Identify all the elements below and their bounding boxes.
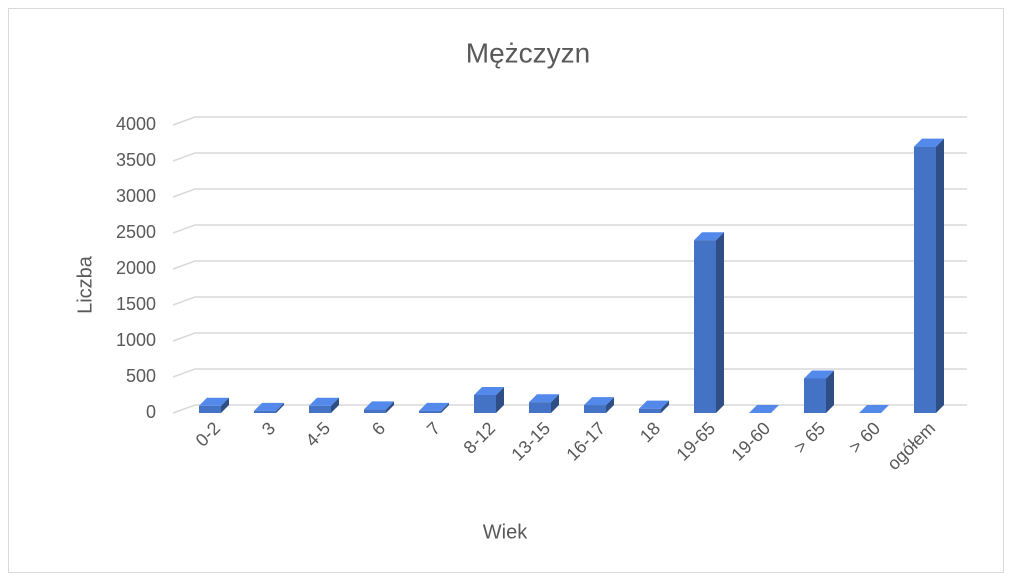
chart-border <box>8 8 1004 573</box>
bar-side <box>386 401 394 413</box>
bar-side <box>276 402 284 413</box>
bar-side <box>496 387 504 413</box>
chart-title: Mężczyzn <box>466 37 590 68</box>
bar-top <box>529 394 559 403</box>
bar-side <box>826 370 834 413</box>
bar-top <box>419 402 449 411</box>
bar-side <box>221 397 229 413</box>
y-tick-label: 2500 <box>116 222 156 242</box>
bar-top <box>914 138 944 147</box>
bar-top <box>474 387 504 395</box>
y-tick-label: 4000 <box>116 114 156 134</box>
grid-line <box>172 116 967 126</box>
bar <box>199 405 221 413</box>
bar <box>474 395 496 413</box>
grid-line <box>172 152 967 162</box>
y-tick-label: 3000 <box>116 186 156 206</box>
bar <box>639 408 661 413</box>
bar-top <box>749 405 779 413</box>
y-tick-label: 3500 <box>116 150 156 170</box>
bar <box>419 410 441 413</box>
bar-top <box>364 401 394 410</box>
y-tick-label: 500 <box>126 366 156 386</box>
x-axis-label: Wiek <box>483 521 528 543</box>
y-tick-label: 0 <box>146 402 156 422</box>
bar <box>584 405 606 413</box>
y-axis-label: Liczba <box>74 255 96 314</box>
bar-top <box>859 405 889 413</box>
bar-side <box>331 397 339 413</box>
bar <box>529 402 551 413</box>
bar-top <box>639 400 669 409</box>
bar-top <box>199 397 229 406</box>
bar <box>254 410 276 413</box>
y-tick-label: 2000 <box>116 258 156 278</box>
bar-top <box>584 397 614 406</box>
bar <box>694 240 716 413</box>
bar-side <box>716 232 724 413</box>
bar <box>914 146 936 413</box>
grid-line <box>172 224 967 234</box>
bar-top <box>309 397 339 406</box>
bar-top <box>804 370 834 379</box>
bar-side <box>551 394 559 413</box>
bar <box>309 405 331 413</box>
y-tick-label: 1000 <box>116 330 156 350</box>
bar-side <box>936 138 944 413</box>
bar <box>364 409 386 413</box>
bar-side <box>661 400 669 413</box>
y-tick-label: 1500 <box>116 294 156 314</box>
bar <box>804 378 826 413</box>
bar-top <box>694 232 724 241</box>
bar-side <box>606 397 614 413</box>
bar-top <box>254 402 284 411</box>
grid-line <box>172 188 967 198</box>
bar-side <box>441 402 449 413</box>
